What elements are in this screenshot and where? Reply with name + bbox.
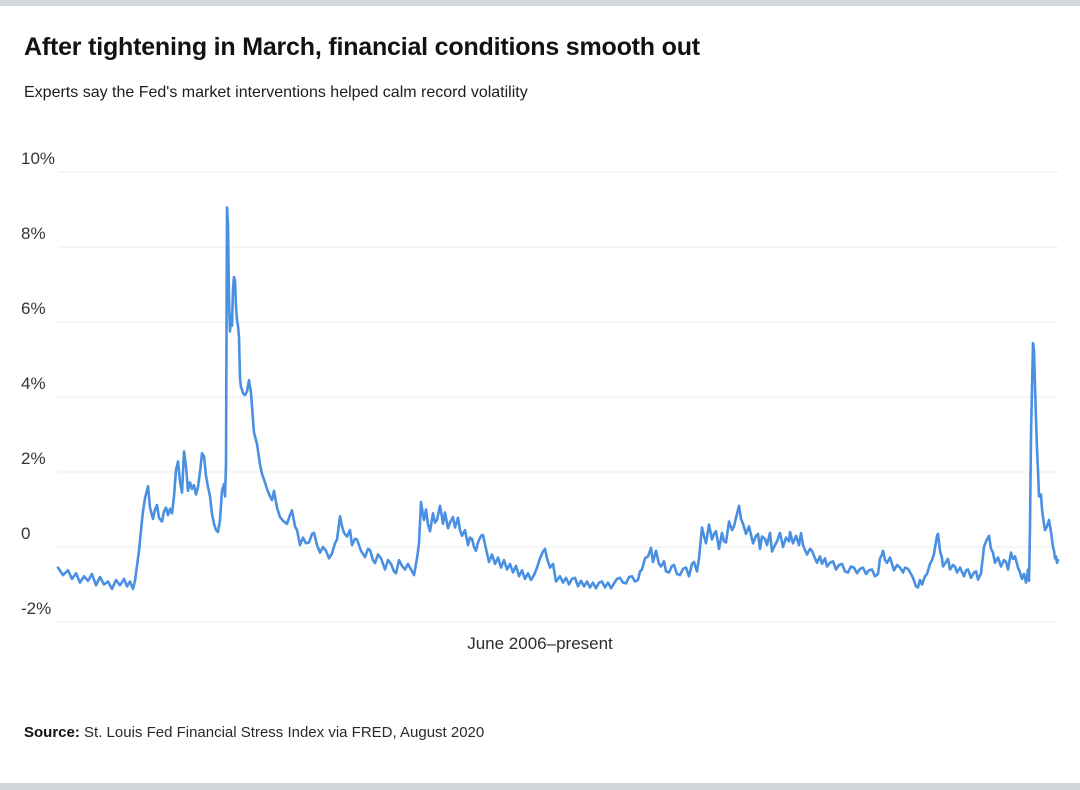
chart-subtitle: Experts say the Fed's market interventio… (24, 84, 528, 101)
x-axis-label: June 2006–present (467, 634, 613, 653)
bottom-accent-bar (0, 783, 1080, 790)
y-tick-label: 4% (21, 374, 46, 393)
y-tick-label: 0 (21, 524, 31, 543)
y-tick-label: -2% (21, 599, 52, 618)
y-tick-label: 8% (21, 224, 46, 243)
y-tick-label: 2% (21, 449, 46, 468)
y-tick-label: 6% (21, 299, 46, 318)
chart-title: After tightening in March, financial con… (24, 33, 700, 61)
source-text: St. Louis Fed Financial Stress Index via… (84, 724, 485, 741)
top-accent-bar (0, 0, 1080, 6)
source-label: Source: (24, 724, 80, 741)
stress-index-line (56, 206, 1060, 591)
y-tick-label: 10% (21, 149, 56, 168)
source-note: Source: St. Louis Fed Financial Stress I… (24, 724, 484, 741)
